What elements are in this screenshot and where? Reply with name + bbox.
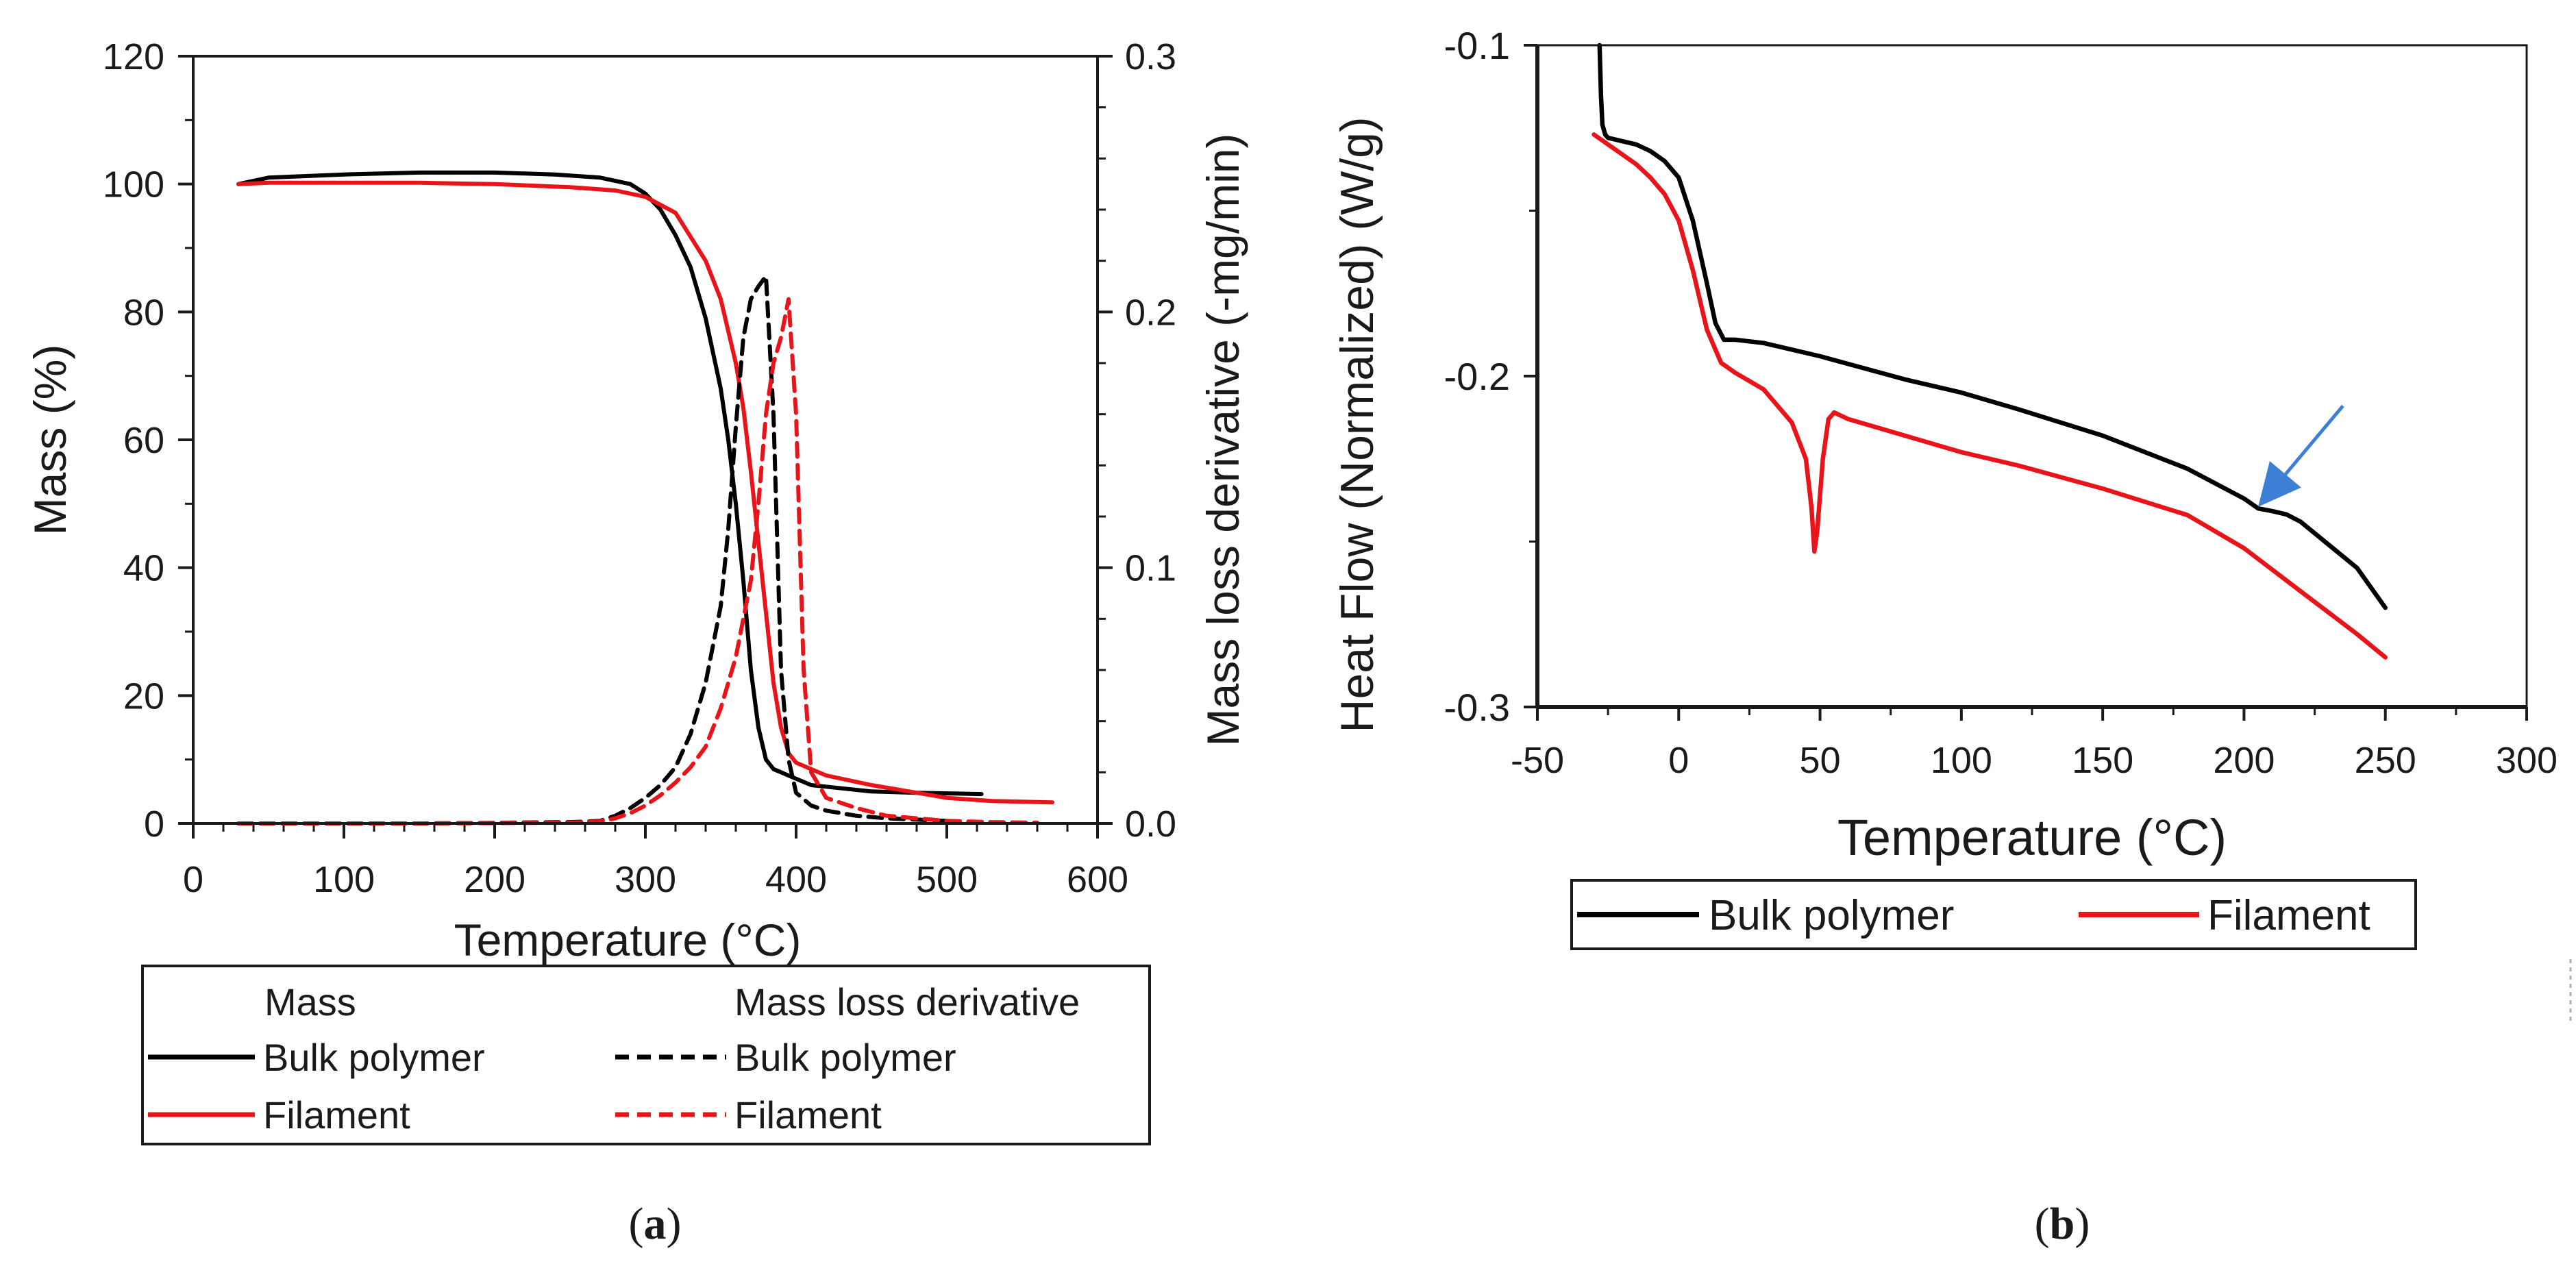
panel-b-xtick-label: 0 [1668,740,1689,781]
panel-a-xtick-label: 300 [615,859,676,900]
panel-a-ytick-label: 80 [123,292,164,333]
panel-b-series-filament [1592,132,2388,660]
panel-b-ytick-label: -0.3 [1444,686,1511,729]
panel-a-tick-labels: 0 100 200 300 400 500 600 0 20 40 60 80 100 120 0.0 0.1… [103,36,1176,900]
panel-a-caption-close: ) [667,1199,682,1249]
panel-a-plot-frame [192,55,1099,825]
panel-b-xtick-label: 300 [2496,740,2558,781]
legend-a-label-bulk-derivative: Bulk polymer [734,1036,956,1079]
panel-a-xtick-label: 100 [313,859,375,900]
panel-b-xtick-label: 100 [1931,740,1992,781]
panel-b-xtick-label: 50 [1800,740,1841,781]
panel-b-caption-letter: b [2050,1199,2075,1249]
panel-a-series-mass-loss-derivative-filament [236,297,1039,826]
panel-b-legend: Bulk polymer Filament [1570,879,2417,950]
panel-a-series [236,170,1054,826]
panel-b-tick-labels: -50 0 50 100 150 200 250 300 -0.3 -0.2 -0.1 [1444,24,2558,781]
panel-a-ytick-label: 60 [123,420,164,461]
legend-b-label-bulk: Bulk polymer [1709,892,1954,939]
panel-b-xlabel: Temperature (°C) [1837,809,2227,866]
panel-b-series [1592,42,2388,660]
panel-a-ylabel: Mass (%) [25,345,75,536]
panel-a: 0 100 200 300 400 500 600 0 20 40 60 80 100 120 0.0 0.1… [25,36,1248,1249]
panel-a-y2tick-label: 0.0 [1125,804,1176,845]
panel-a-y2tick-label: 0.2 [1125,292,1176,333]
panel-b-xtick-label: 250 [2355,740,2416,781]
panel-b-xtick-label: 200 [2213,740,2275,781]
legend-b-label-filament: Filament [2207,892,2370,939]
panel-a-caption-letter: a [644,1199,667,1249]
legend-a-label-filament-mass: Filament [263,1093,410,1137]
panel-a-xtick-label: 0 [183,859,203,900]
panel-a-xtick-label: 400 [765,859,827,900]
panel-a-ytick-label: 0 [144,804,164,845]
panel-b-caption-close: ) [2075,1199,2090,1249]
panel-a-ytick-label: 100 [103,164,164,206]
legend-a-label-bulk-mass: Bulk polymer [263,1036,485,1079]
panel-a-series-mass-bulk-polymer [236,170,984,797]
panel-b-ytick-label: -0.2 [1444,355,1511,398]
panel-b-ylabel: Heat Flow (Normalized) (W/g) [1331,116,1383,732]
panel-a-xtick-label: 200 [464,859,525,900]
legend-a-header-mass: Mass [264,980,356,1023]
panel-a-y2tick-label: 0.3 [1125,36,1176,77]
panel-b-xtick-label: -50 [1511,740,1564,781]
panel-b-ticks [1524,44,2528,721]
panel-a-y2label: Mass loss derivative (-mg/min) [1198,134,1248,747]
panel-b-xtick-label: 150 [2072,740,2133,781]
panel-b-ytick-label: -0.1 [1444,24,1511,67]
panel-a-legend: Mass Mass loss derivative Bulk polymer F… [141,965,1151,1145]
annotation-arrow-head [2258,461,2301,507]
panel-b-plot-frame [1536,44,2528,708]
panel-a-xtick-label: 500 [916,859,978,900]
panel-a-ytick-label: 20 [123,675,164,717]
panel-a-series-mass-filament [236,180,1054,805]
panel-a-caption-open: ( [629,1199,644,1249]
panel-b: -50 0 50 100 150 200 250 300 -0.3 -0.2 -0.1 Temper… [1331,24,2572,1249]
panel-a-xlabel: Temperature (°C) [454,915,802,965]
panel-a-ytick-label: 40 [123,548,164,589]
panel-a-caption: (a) [629,1199,682,1249]
panel-b-legend-box [1570,879,2417,950]
panel-a-y2tick-label: 0.1 [1125,548,1176,589]
panel-a-xtick-label: 600 [1067,859,1128,900]
panel-b-series-bulk-polymer [1597,42,2388,610]
panel-b-caption: (b) [2035,1199,2090,1249]
panel-b-annotations [2258,404,2344,507]
legend-a-header-derivative: Mass loss derivative [734,980,1080,1023]
panel-a-ytick-label: 120 [103,36,164,77]
annotation-arrow-shaft [2284,404,2344,475]
panel-b-caption-open: ( [2035,1199,2050,1249]
panel-a-series-mass-loss-derivative-bulk-polymer [236,274,949,826]
legend-a-label-filament-derivative: Filament [734,1093,882,1137]
